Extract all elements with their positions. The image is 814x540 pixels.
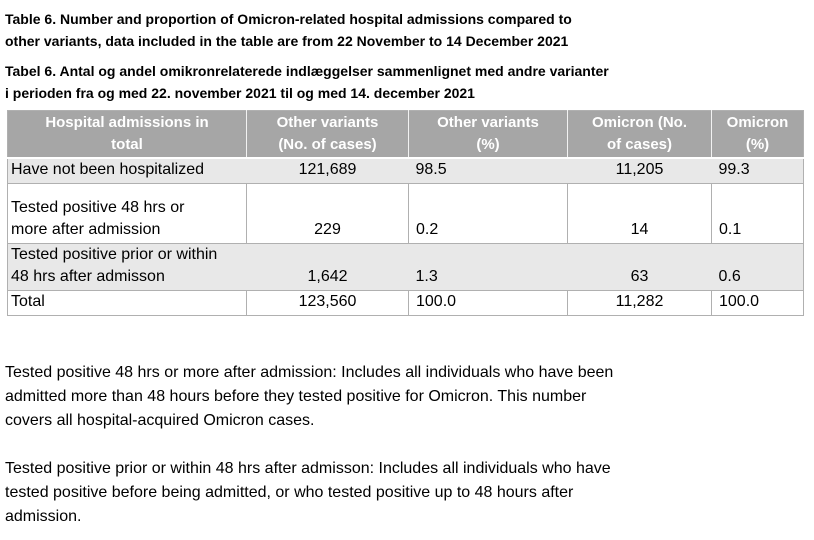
table-row-positive-prior-within-48hrs: Tested positive prior or within 48 hrs a… (7, 243, 804, 291)
row-label: Tested positive prior or within 48 hrs a… (7, 243, 247, 291)
omicron-cases-value: 14 (567, 183, 712, 244)
omicron-pct-value: 100.0 (711, 290, 804, 316)
omicron-cases-value: 11,282 (567, 290, 712, 316)
table-row-not-hospitalized: Have not been hospitalized 121,689 98.5 … (7, 158, 804, 184)
omicron-pct-value: 0.1 (711, 183, 804, 244)
omicron-pct-value: 99.3 (711, 158, 804, 184)
omicron-admissions-table: Hospital admissions in total Other varia… (7, 110, 804, 316)
other-variants-pct-value: 98.5 (408, 158, 568, 184)
other-variants-cases-value: 229 (246, 183, 409, 244)
omicron-cases-value: 11,205 (567, 158, 712, 184)
document-page: Table 6. Number and proportion of Omicro… (5, 8, 806, 529)
other-variants-pct-value: 1.3 (408, 243, 568, 291)
row-label: Total (7, 290, 247, 316)
col-header-omicron-pct: Omicron (%) (711, 110, 804, 159)
col-header-omicron-cases: Omicron (No. of cases) (567, 110, 712, 159)
other-variants-cases-value: 1,642 (246, 243, 409, 291)
table-title-english: Table 6. Number and proportion of Omicro… (5, 11, 572, 49)
col-header-other-variants-cases: Other variants (No. of cases) (246, 110, 409, 159)
other-variants-cases-value: 121,689 (246, 158, 409, 184)
omicron-pct-value: 0.6 (711, 243, 804, 291)
other-variants-cases-value: 123,560 (246, 290, 409, 316)
other-variants-pct-value: 0.2 (408, 183, 568, 244)
footnote-48hrs-after-admission: Tested positive 48 hrs or more after adm… (5, 364, 614, 429)
col-header-hospital-admissions-total: Hospital admissions in total (7, 110, 247, 159)
row-label: Tested positive 48 hrs or more after adm… (7, 183, 247, 244)
table-row-total: Total 123,560 100.0 11,282 100.0 (7, 290, 804, 316)
table-row-positive-48hrs-after: Tested positive 48 hrs or more after adm… (7, 183, 804, 244)
footnote-prior-within-48hrs: Tested positive prior or within 48 hrs a… (5, 460, 611, 525)
table-header-row: Hospital admissions in total Other varia… (7, 110, 804, 159)
row-label: Have not been hospitalized (7, 158, 247, 184)
col-header-other-variants-pct: Other variants (%) (408, 110, 568, 159)
table-title-danish: Tabel 6. Antal og andel omikronrelatered… (5, 63, 609, 101)
other-variants-pct-value: 100.0 (408, 290, 568, 316)
omicron-cases-value: 63 (567, 243, 712, 291)
